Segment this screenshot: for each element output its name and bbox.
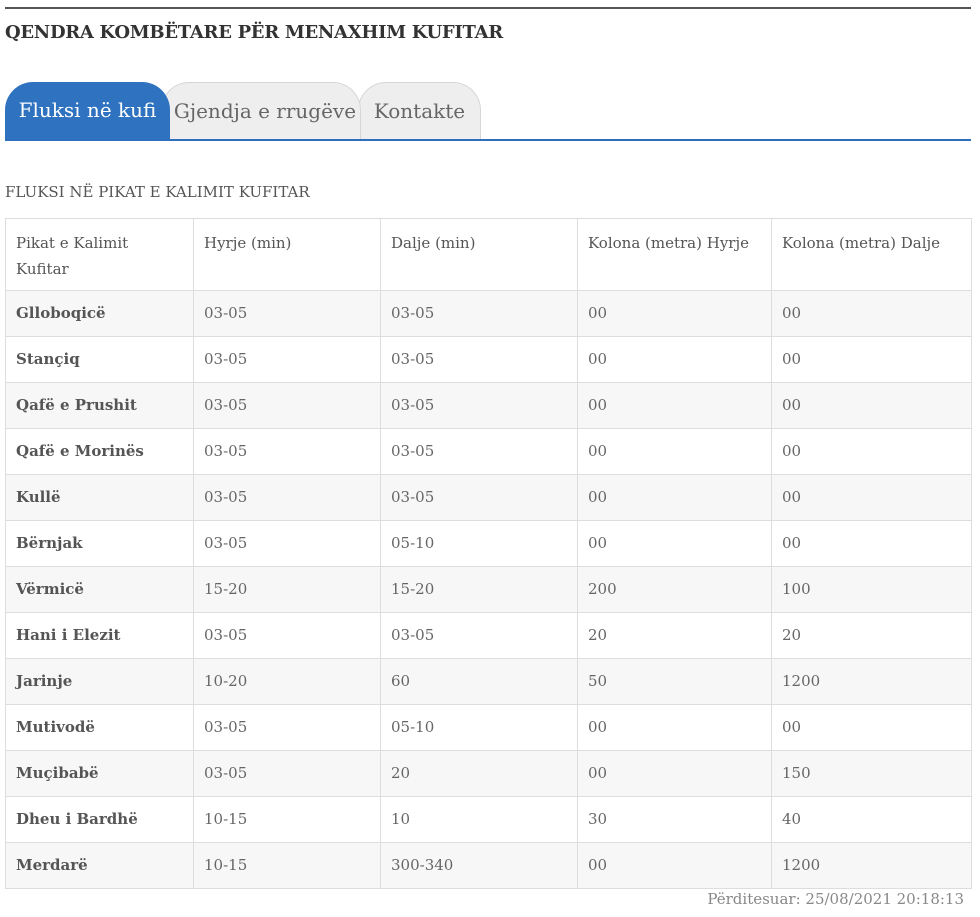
tab-gjendja-e-rrugeve[interactable]: Gjendja e rrugëve xyxy=(161,82,361,139)
header-crossing-point: Pikat e Kalimit Kufitar xyxy=(5,218,194,291)
crossing-name-cell: Merdarë xyxy=(5,842,194,889)
table-row: Bërnjak 03-05 05-10 00 00 xyxy=(5,520,972,567)
crossing-name-cell: Hani i Elezit xyxy=(5,612,194,659)
entry-time-cell: 03-05 xyxy=(193,382,381,429)
queue-entry-cell: 00 xyxy=(577,428,772,475)
crossing-name-cell: Muçibabë xyxy=(5,750,194,797)
queue-entry-cell: 50 xyxy=(577,658,772,705)
entry-time-cell: 10-15 xyxy=(193,842,381,889)
queue-entry-cell: 00 xyxy=(577,382,772,429)
exit-time-cell: 03-05 xyxy=(380,474,578,521)
crossing-name-cell: Glloboqicë xyxy=(5,290,194,337)
table-row: Qafë e Morinës 03-05 03-05 00 00 xyxy=(5,428,972,475)
table-row: Dheu i Bardhë 10-15 10 30 40 xyxy=(5,796,972,843)
top-rule xyxy=(5,7,971,9)
entry-time-cell: 15-20 xyxy=(193,566,381,613)
section-heading: FLUKSI NË PIKAT E KALIMIT KUFITAR xyxy=(5,183,310,201)
exit-time-cell: 20 xyxy=(380,750,578,797)
entry-time-cell: 03-05 xyxy=(193,520,381,567)
queue-exit-cell: 40 xyxy=(771,796,972,843)
queue-exit-cell: 100 xyxy=(771,566,972,613)
table-row: Jarinje 10-20 60 50 1200 xyxy=(5,658,972,705)
table-row: Vërmicë 15-20 15-20 200 100 xyxy=(5,566,972,613)
crossing-name-cell: Dheu i Bardhë xyxy=(5,796,194,843)
table-row: Merdarë 10-15 300-340 00 1200 xyxy=(5,842,972,889)
tab-underline xyxy=(5,139,971,141)
crossing-name-cell: Qafë e Prushit xyxy=(5,382,194,429)
queue-entry-cell: 30 xyxy=(577,796,772,843)
queue-exit-cell: 1200 xyxy=(771,658,972,705)
table-row: Muçibabë 03-05 20 00 150 xyxy=(5,750,972,797)
exit-time-cell: 05-10 xyxy=(380,704,578,751)
crossing-name-cell: Kullë xyxy=(5,474,194,521)
exit-time-cell: 05-10 xyxy=(380,520,578,567)
queue-entry-cell: 00 xyxy=(577,290,772,337)
queue-exit-cell: 1200 xyxy=(771,842,972,889)
queue-exit-cell: 00 xyxy=(771,704,972,751)
queue-exit-cell: 00 xyxy=(771,336,972,383)
queue-exit-cell: 00 xyxy=(771,474,972,521)
queue-exit-cell: 00 xyxy=(771,290,972,337)
exit-time-cell: 300-340 xyxy=(380,842,578,889)
queue-entry-cell: 00 xyxy=(577,704,772,751)
queue-exit-cell: 00 xyxy=(771,520,972,567)
queue-entry-cell: 00 xyxy=(577,842,772,889)
exit-time-cell: 15-20 xyxy=(380,566,578,613)
site-title: QENDRA KOMBËTARE PËR MENAXHIM KUFITAR xyxy=(5,22,503,43)
table-body: Glloboqicë 03-05 03-05 00 00 Stançiq 03-05 03-0… xyxy=(5,290,972,889)
header-queue-exit: Kolona (metra) Dalje xyxy=(771,218,972,291)
crossing-name-cell: Mutivodë xyxy=(5,704,194,751)
entry-time-cell: 03-05 xyxy=(193,290,381,337)
header-entry-min: Hyrje (min) xyxy=(193,218,381,291)
queue-entry-cell: 00 xyxy=(577,474,772,521)
entry-time-cell: 03-05 xyxy=(193,336,381,383)
queue-entry-cell: 20 xyxy=(577,612,772,659)
entry-time-cell: 03-05 xyxy=(193,428,381,475)
table-header-row: Pikat e Kalimit Kufitar Hyrje (min) Dalj… xyxy=(5,218,972,291)
queue-exit-cell: 150 xyxy=(771,750,972,797)
exit-time-cell: 03-05 xyxy=(380,290,578,337)
table-row: Stançiq 03-05 03-05 00 00 xyxy=(5,336,972,383)
entry-time-cell: 03-05 xyxy=(193,612,381,659)
exit-time-cell: 10 xyxy=(380,796,578,843)
exit-time-cell: 60 xyxy=(380,658,578,705)
crossing-name-cell: Qafë e Morinës xyxy=(5,428,194,475)
last-updated: Përditesuar: 25/08/2021 20:18:13 xyxy=(707,890,964,908)
tab-bar: Fluksi në kufi Gjendja e rrugëve Kontakt… xyxy=(5,82,971,141)
entry-time-cell: 10-15 xyxy=(193,796,381,843)
crossing-name-cell: Stançiq xyxy=(5,336,194,383)
queue-exit-cell: 00 xyxy=(771,382,972,429)
exit-time-cell: 03-05 xyxy=(380,428,578,475)
queue-exit-cell: 20 xyxy=(771,612,972,659)
table-row: Qafë e Prushit 03-05 03-05 00 00 xyxy=(5,382,972,429)
table-row: Hani i Elezit 03-05 03-05 20 20 xyxy=(5,612,972,659)
crossing-name-cell: Vërmicë xyxy=(5,566,194,613)
exit-time-cell: 03-05 xyxy=(380,336,578,383)
entry-time-cell: 03-05 xyxy=(193,750,381,797)
table-row: Kullë 03-05 03-05 00 00 xyxy=(5,474,972,521)
queue-entry-cell: 00 xyxy=(577,336,772,383)
entry-time-cell: 03-05 xyxy=(193,474,381,521)
border-flux-table: Pikat e Kalimit Kufitar Hyrje (min) Dalj… xyxy=(5,218,972,889)
queue-exit-cell: 00 xyxy=(771,428,972,475)
header-exit-min: Dalje (min) xyxy=(380,218,578,291)
entry-time-cell: 03-05 xyxy=(193,704,381,751)
table-row: Glloboqicë 03-05 03-05 00 00 xyxy=(5,290,972,337)
exit-time-cell: 03-05 xyxy=(380,612,578,659)
queue-entry-cell: 00 xyxy=(577,750,772,797)
tab-kontakte[interactable]: Kontakte xyxy=(358,82,481,139)
table-row: Mutivodë 03-05 05-10 00 00 xyxy=(5,704,972,751)
header-queue-entry: Kolona (metra) Hyrje xyxy=(577,218,772,291)
queue-entry-cell: 200 xyxy=(577,566,772,613)
tab-fluksi-ne-kufi[interactable]: Fluksi në kufi xyxy=(5,82,170,139)
crossing-name-cell: Jarinje xyxy=(5,658,194,705)
entry-time-cell: 10-20 xyxy=(193,658,381,705)
queue-entry-cell: 00 xyxy=(577,520,772,567)
crossing-name-cell: Bërnjak xyxy=(5,520,194,567)
exit-time-cell: 03-05 xyxy=(380,382,578,429)
